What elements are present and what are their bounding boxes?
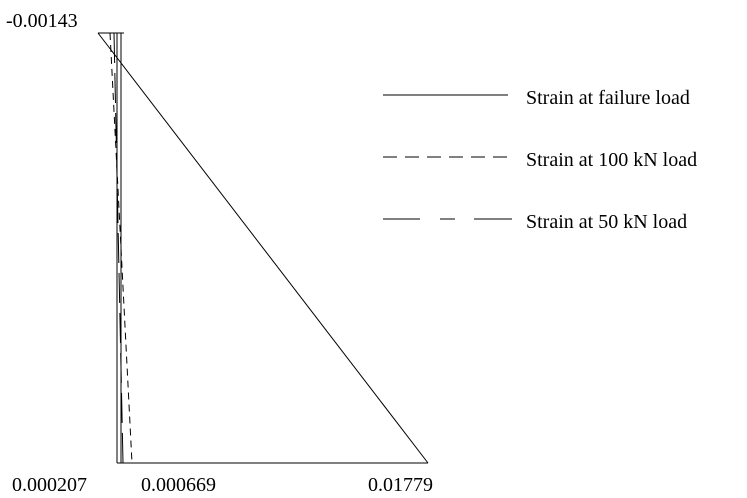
bottom-strain-label-3: 0.01779: [368, 474, 433, 496]
top-strain-label: -0.00143: [6, 10, 78, 32]
legend-label-100kn: Strain at 100 kN load: [526, 149, 697, 171]
legend: Strain at failure load Strain at 100 kN …: [383, 87, 697, 233]
legend-label-50kn: Strain at 50 kN load: [526, 211, 687, 233]
50kn-load-strain-line: [113, 32, 124, 464]
bottom-strain-label-1: 0.000207: [12, 474, 87, 496]
legend-label-failure: Strain at failure load: [526, 87, 690, 109]
failure-load-strain-line: [97, 32, 429, 464]
bottom-strain-label-2: 0.000669: [141, 474, 216, 496]
